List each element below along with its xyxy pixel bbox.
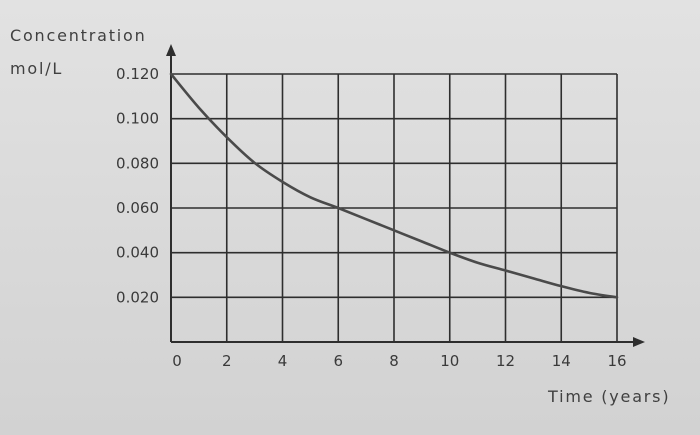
y-tick-label: 0.080 [116, 154, 159, 172]
x-tick-label: 8 [389, 352, 399, 370]
series-curve-group [169, 72, 619, 299]
y-tick-label: 0.020 [116, 288, 159, 306]
x-tick-labels: 0 2 4 6 8 10 12 14 16 [172, 352, 626, 370]
x-tick-label: 2 [222, 352, 232, 370]
x-tick-label: 12 [496, 352, 515, 370]
axes [166, 44, 645, 347]
x-tick-label: 16 [607, 352, 626, 370]
y-tick-label: 0.100 [116, 110, 159, 128]
x-tick-label: 0 [172, 352, 182, 370]
x-axis-arrow [633, 337, 645, 347]
y-tick-label: 0.040 [116, 244, 159, 262]
x-axis-title: Time (years) [547, 387, 670, 406]
y-tick-label: 0.060 [116, 199, 159, 217]
y-tick-labels: 0.020 0.040 0.060 0.080 0.100 0.120 [116, 65, 159, 306]
y-axis-unit: mol/L [10, 59, 63, 78]
y-axis-title: Concentration [10, 26, 147, 45]
y-axis-arrow [166, 44, 176, 56]
x-tick-label: 4 [278, 352, 288, 370]
y-tick-label: 0.120 [116, 65, 159, 83]
x-tick-label: 14 [552, 352, 571, 370]
x-tick-label: 6 [333, 352, 343, 370]
x-tick-label: 10 [440, 352, 459, 370]
grid [171, 73, 618, 342]
concentration-curve [169, 72, 619, 299]
